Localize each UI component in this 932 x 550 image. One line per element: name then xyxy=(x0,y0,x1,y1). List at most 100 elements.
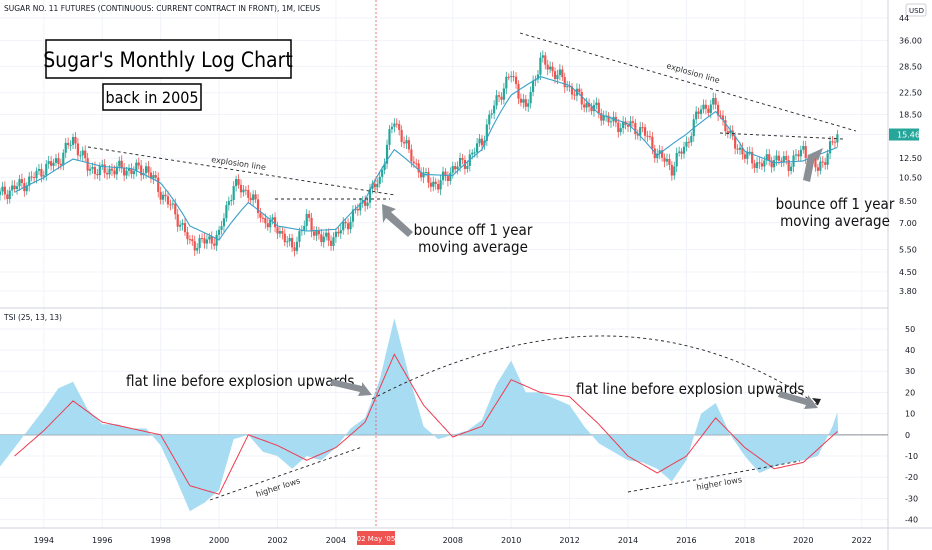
candle-body xyxy=(322,236,325,243)
candle-body xyxy=(342,221,345,231)
candle-body xyxy=(819,161,822,171)
candle-body xyxy=(252,194,255,201)
price-tick-label: 3.80 xyxy=(899,287,917,296)
candle-body xyxy=(188,239,191,241)
tsi-tick-label: -20 xyxy=(905,473,918,482)
candle-body xyxy=(670,164,673,176)
candle-body xyxy=(697,111,700,114)
candle-body xyxy=(398,123,401,130)
candle-body xyxy=(595,102,598,105)
candle-body xyxy=(368,188,372,203)
candle-body xyxy=(480,138,484,146)
candle-body xyxy=(828,141,832,154)
candle-body xyxy=(315,230,318,236)
candle-body xyxy=(269,219,272,228)
candle-body xyxy=(702,104,705,110)
candle-body xyxy=(826,153,829,165)
candle-body xyxy=(200,238,204,240)
price-tick-label: 7.00 xyxy=(899,219,917,228)
candle-body xyxy=(210,236,213,244)
arc-arrow-line xyxy=(371,335,819,406)
candle-body xyxy=(371,183,374,189)
candle-body xyxy=(18,179,21,187)
chart-subtitle: back in 2005 xyxy=(105,88,198,107)
candle-body xyxy=(329,240,333,246)
candle-body xyxy=(522,99,525,103)
candle-body xyxy=(91,167,94,169)
candle-body xyxy=(383,163,386,171)
candle-body xyxy=(205,239,209,244)
candle-body xyxy=(93,167,97,174)
candle-body xyxy=(230,200,233,202)
candle-body xyxy=(514,76,518,84)
currency-label: USD xyxy=(909,7,924,15)
bounce-note-right-line1: bounce off 1 year xyxy=(776,195,895,213)
candle-body xyxy=(471,152,474,155)
price-tick-label: 18.50 xyxy=(899,111,922,120)
candle-body xyxy=(288,237,291,242)
price-axis: 3.80 4.50 5.50 7.00 8.50 10.50 12.50 18.50 22.50… xyxy=(899,14,922,296)
candle-body xyxy=(171,203,174,205)
candle-body xyxy=(47,161,50,164)
candle-body xyxy=(103,164,106,173)
candle-body xyxy=(235,179,238,187)
time-tick-label: 1996 xyxy=(92,536,112,545)
candle-body xyxy=(407,140,411,150)
candle-body xyxy=(772,160,776,168)
candle-body xyxy=(580,92,583,105)
candle-body xyxy=(110,168,114,171)
candle-body xyxy=(125,170,128,176)
candle-body xyxy=(451,166,454,173)
candle-body xyxy=(619,128,622,133)
candle-body xyxy=(510,76,513,78)
candle-body xyxy=(461,158,464,160)
candle-body xyxy=(405,140,408,144)
candle-body xyxy=(71,137,75,145)
candle-body xyxy=(373,183,376,188)
candle-body xyxy=(417,163,420,173)
candle-body xyxy=(286,241,289,243)
candle-body xyxy=(281,231,284,234)
bounce-note-left-line2: moving average xyxy=(418,238,528,256)
candle-body xyxy=(802,146,805,150)
candle-body xyxy=(86,158,89,171)
candle-body xyxy=(719,115,722,117)
candle-body xyxy=(120,160,123,169)
candle-body xyxy=(441,171,445,181)
candle-body xyxy=(646,135,649,137)
candle-body xyxy=(734,136,737,149)
price-tick-label: 5.50 xyxy=(899,246,917,255)
candle-body xyxy=(648,136,652,138)
candle-body xyxy=(758,162,761,164)
candle-body xyxy=(140,165,143,176)
candle-body xyxy=(332,237,335,246)
candle-body xyxy=(631,121,634,123)
candle-body xyxy=(775,155,778,161)
candle-body xyxy=(831,141,834,143)
candle-body xyxy=(395,123,398,125)
candle-body xyxy=(541,55,544,58)
currency-badge: USD xyxy=(905,3,927,17)
candle-body xyxy=(602,115,605,121)
chart-title: Sugar's Monthly Log Chart xyxy=(43,48,293,72)
tsi-tick-label: 20 xyxy=(905,388,915,397)
candle-body xyxy=(566,86,569,88)
candle-body xyxy=(755,162,759,169)
candle-body xyxy=(836,134,839,143)
tsi-tick-label: -30 xyxy=(905,494,918,503)
moving-average-line xyxy=(14,76,838,241)
candle-body xyxy=(607,115,610,123)
explosion-line-right xyxy=(519,32,857,132)
candle-body xyxy=(661,150,664,158)
candle-body xyxy=(665,159,669,162)
candle-body xyxy=(291,237,294,248)
candle-body xyxy=(590,106,593,112)
time-tick-label: 2022 xyxy=(852,536,872,545)
candle-body xyxy=(149,172,153,179)
candle-body xyxy=(137,162,140,166)
candle-body xyxy=(668,159,671,165)
candle-body xyxy=(349,221,352,230)
price-tick-label: 36.00 xyxy=(899,36,922,45)
candle-body xyxy=(794,154,798,156)
candle-body xyxy=(741,147,744,155)
